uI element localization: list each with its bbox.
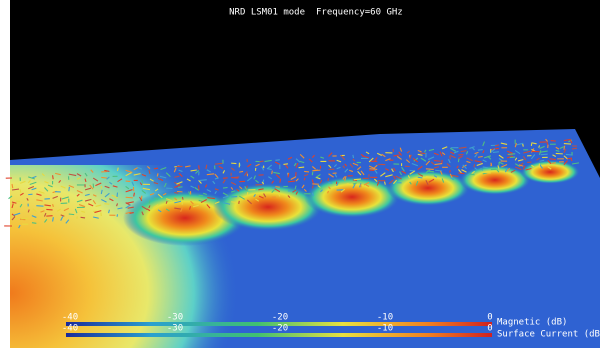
colorbar-tick-label: -30	[167, 313, 183, 323]
field-arrow	[508, 154, 515, 155]
field-arrow	[223, 187, 228, 188]
current-legend-label: Surface Current (dB)	[497, 330, 605, 340]
field-lobe	[213, 183, 323, 231]
field-arrow	[174, 193, 178, 194]
field-arrow	[178, 187, 183, 188]
field-arrow	[420, 153, 426, 154]
colorbar-tick-label: -40	[62, 313, 78, 323]
page: NRD LSM01 mode Frequency=60 GHz -40 -30 -2…	[0, 0, 610, 348]
field-arrow	[69, 187, 70, 191]
frequency-label: Frequency=60 GHz	[316, 8, 403, 18]
simulation-view: NRD LSM01 mode Frequency=60 GHz -40 -30 -2…	[0, 0, 610, 348]
colorbar-tick-label: -30	[167, 324, 183, 334]
field-arrow	[275, 160, 279, 161]
field-arrow	[354, 179, 361, 180]
field-arrow	[556, 166, 564, 167]
field-arrow	[53, 175, 54, 179]
field-arrow	[474, 164, 475, 167]
field-arrow	[458, 159, 459, 163]
colorbar-tick-label: -20	[272, 313, 288, 323]
field-arrow	[434, 161, 440, 162]
colorbar-tick-label: -40	[62, 324, 78, 334]
field-arrow	[118, 168, 119, 171]
field-arrow	[552, 163, 556, 164]
field-arrow	[21, 218, 28, 219]
field-arrow	[478, 150, 483, 151]
field-arrow	[304, 178, 305, 181]
field-arrow	[199, 165, 200, 169]
colorbar-tick-label: 0	[487, 313, 492, 323]
field-arrow	[81, 217, 85, 218]
colorbar-tick-label: 0	[487, 324, 492, 334]
current-colorbar	[66, 333, 492, 337]
field-arrow	[134, 193, 135, 197]
field-arrow	[353, 155, 354, 158]
field-arrow	[541, 154, 548, 155]
field-arrow	[104, 204, 109, 205]
field-arrow	[283, 164, 288, 165]
field-lobe	[386, 170, 470, 206]
field-arrow	[130, 213, 134, 214]
field-arrow	[435, 170, 442, 171]
field-arrow	[369, 169, 377, 170]
field-arrow	[450, 156, 451, 160]
field-arrow	[493, 152, 499, 153]
field-lobe	[304, 176, 400, 218]
field-arrow	[272, 171, 273, 175]
colorbar-tick-label: -10	[377, 313, 393, 323]
field-arrow	[566, 154, 572, 155]
field-arrow	[275, 187, 279, 188]
field-arrow	[458, 173, 464, 174]
field-arrow	[385, 182, 386, 185]
field-arrow	[551, 141, 556, 142]
field-arrow	[426, 169, 434, 170]
field-arrow	[101, 177, 107, 178]
field-arrow	[418, 177, 423, 178]
field-arrow	[314, 170, 321, 171]
field-arrow	[484, 172, 491, 173]
colorbar-tick-label: -20	[272, 324, 288, 334]
field-arrow	[12, 184, 13, 188]
field-arrow	[280, 179, 281, 183]
magnetic-legend-label: Magnetic (dB)	[497, 318, 567, 328]
field-arrow	[46, 209, 52, 210]
field-arrow	[53, 217, 54, 221]
field-arrow	[182, 197, 183, 200]
field-arrow	[328, 178, 329, 181]
field-arrow	[234, 177, 239, 178]
field-arrow	[299, 167, 305, 168]
field-arrow	[109, 210, 110, 213]
field-arrow	[32, 223, 36, 224]
field-arrow	[20, 189, 21, 192]
field-arrow	[491, 164, 492, 166]
field-lobe	[520, 160, 580, 184]
colorbar-tick-label: -10	[377, 324, 393, 334]
field-arrow	[126, 197, 133, 198]
field-arrow	[478, 156, 483, 157]
mode-label: NRD LSM01 mode	[229, 8, 305, 18]
field-arrow	[523, 144, 524, 147]
field-arrow	[572, 148, 577, 149]
field-arrow	[69, 214, 74, 215]
field-arrow	[239, 171, 243, 172]
